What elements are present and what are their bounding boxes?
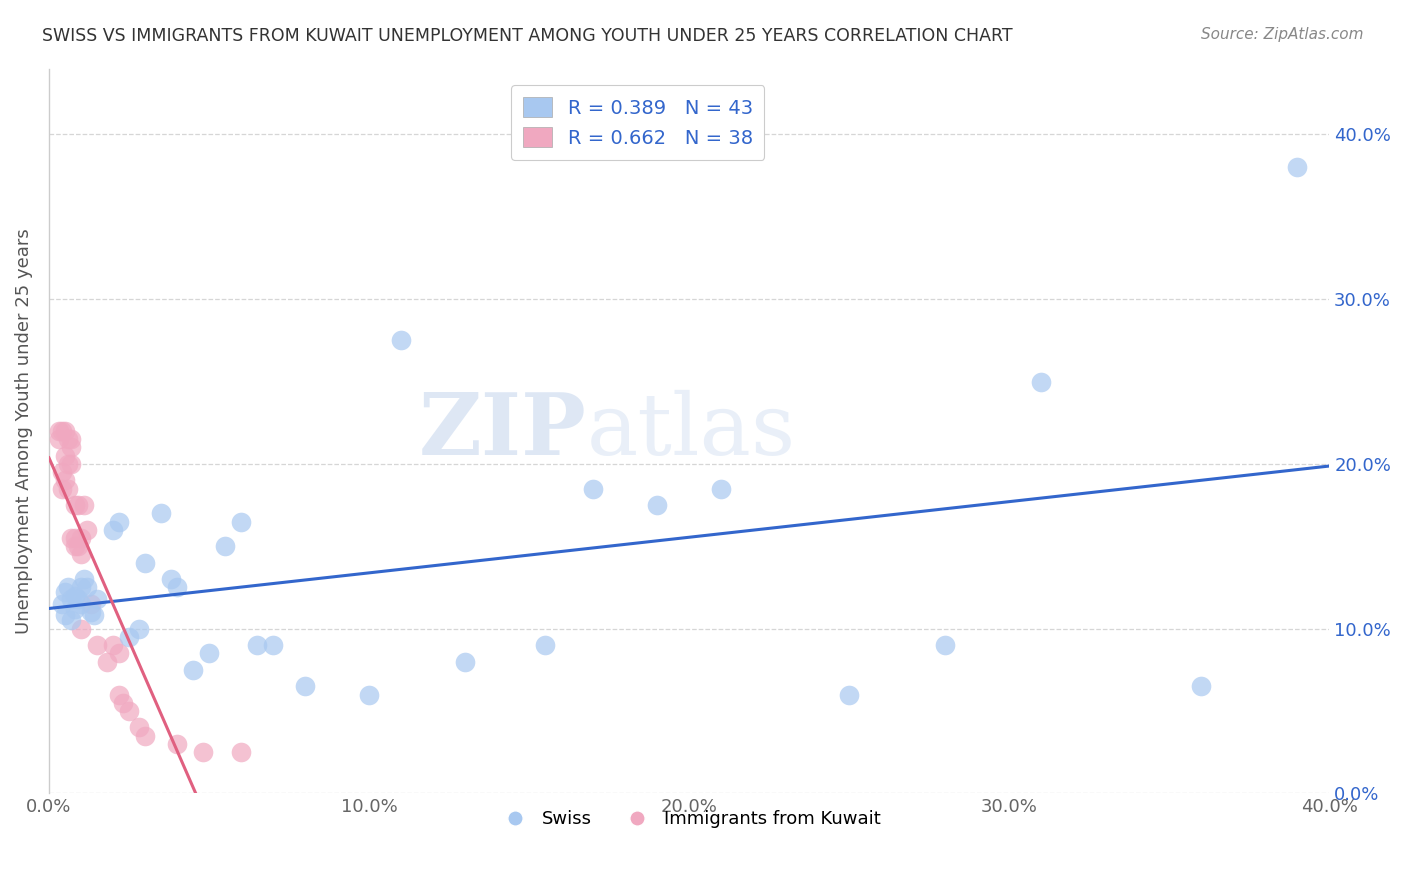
Point [76,523,98,537]
Point [79,605,101,619]
Point [53,585,76,599]
Point [108,515,131,529]
Point [63,589,86,603]
Point [1031,375,1053,389]
Point [166,581,188,595]
Point [582,482,605,496]
Point [1189,679,1212,693]
Point [51,597,73,611]
Point [60,457,83,471]
Point [229,515,252,529]
Point [1286,161,1309,175]
Point [111,696,134,710]
Point [60,613,83,627]
Point [246,638,269,652]
Point [60,432,83,446]
Point [66,591,89,606]
Point [73,498,96,512]
Point [357,688,380,702]
Point [56,432,79,446]
Point [159,572,181,586]
Point [76,581,98,595]
Point [128,721,150,735]
Point [83,608,105,623]
Point [86,591,108,606]
Point [53,424,76,438]
Point [645,498,668,512]
Point [70,548,93,562]
Point [70,597,93,611]
Text: SWISS VS IMMIGRANTS FROM KUWAIT UNEMPLOYMENT AMONG YOUTH UNDER 25 YEARS CORRELAT: SWISS VS IMMIGRANTS FROM KUWAIT UNEMPLOY… [42,27,1012,45]
Point [66,498,89,512]
Point [63,539,86,553]
Point [48,432,70,446]
Point [63,531,86,545]
Point [454,655,477,669]
Point [66,539,89,553]
Point [101,523,124,537]
Point [53,474,76,488]
Text: atlas: atlas [586,389,796,473]
Legend: Swiss, Immigrants from Kuwait: Swiss, Immigrants from Kuwait [489,803,889,835]
Point [96,655,118,669]
Point [73,572,96,586]
Point [48,424,70,438]
Point [86,638,108,652]
Text: Source: ZipAtlas.com: Source: ZipAtlas.com [1201,27,1364,42]
Point [710,482,733,496]
Point [229,745,252,759]
Point [70,581,93,595]
Point [56,457,79,471]
Point [118,704,141,718]
Point [134,729,156,743]
Point [150,506,173,520]
Point [70,622,93,636]
Point [262,638,284,652]
Point [108,688,131,702]
Point [63,498,86,512]
Point [118,630,141,644]
Point [101,638,124,652]
Point [63,602,86,616]
Point [108,646,131,660]
Point [128,622,150,636]
Y-axis label: Unemployment Among Youth under 25 years: Unemployment Among Youth under 25 years [15,228,32,634]
Point [838,688,860,702]
Point [534,638,557,652]
Point [134,556,156,570]
Point [934,638,956,652]
Point [166,737,188,751]
Point [198,646,221,660]
Point [214,539,236,553]
Point [56,581,79,595]
Point [181,663,204,677]
Point [60,531,83,545]
Point [51,424,73,438]
Point [70,531,93,545]
Point [60,441,83,455]
Point [56,482,79,496]
Point [53,608,76,623]
Point [389,334,412,348]
Point [79,597,101,611]
Point [51,482,73,496]
Point [60,591,83,606]
Point [51,465,73,479]
Point [53,449,76,463]
Text: ZIP: ZIP [419,389,586,473]
Point [294,679,316,693]
Point [191,745,214,759]
